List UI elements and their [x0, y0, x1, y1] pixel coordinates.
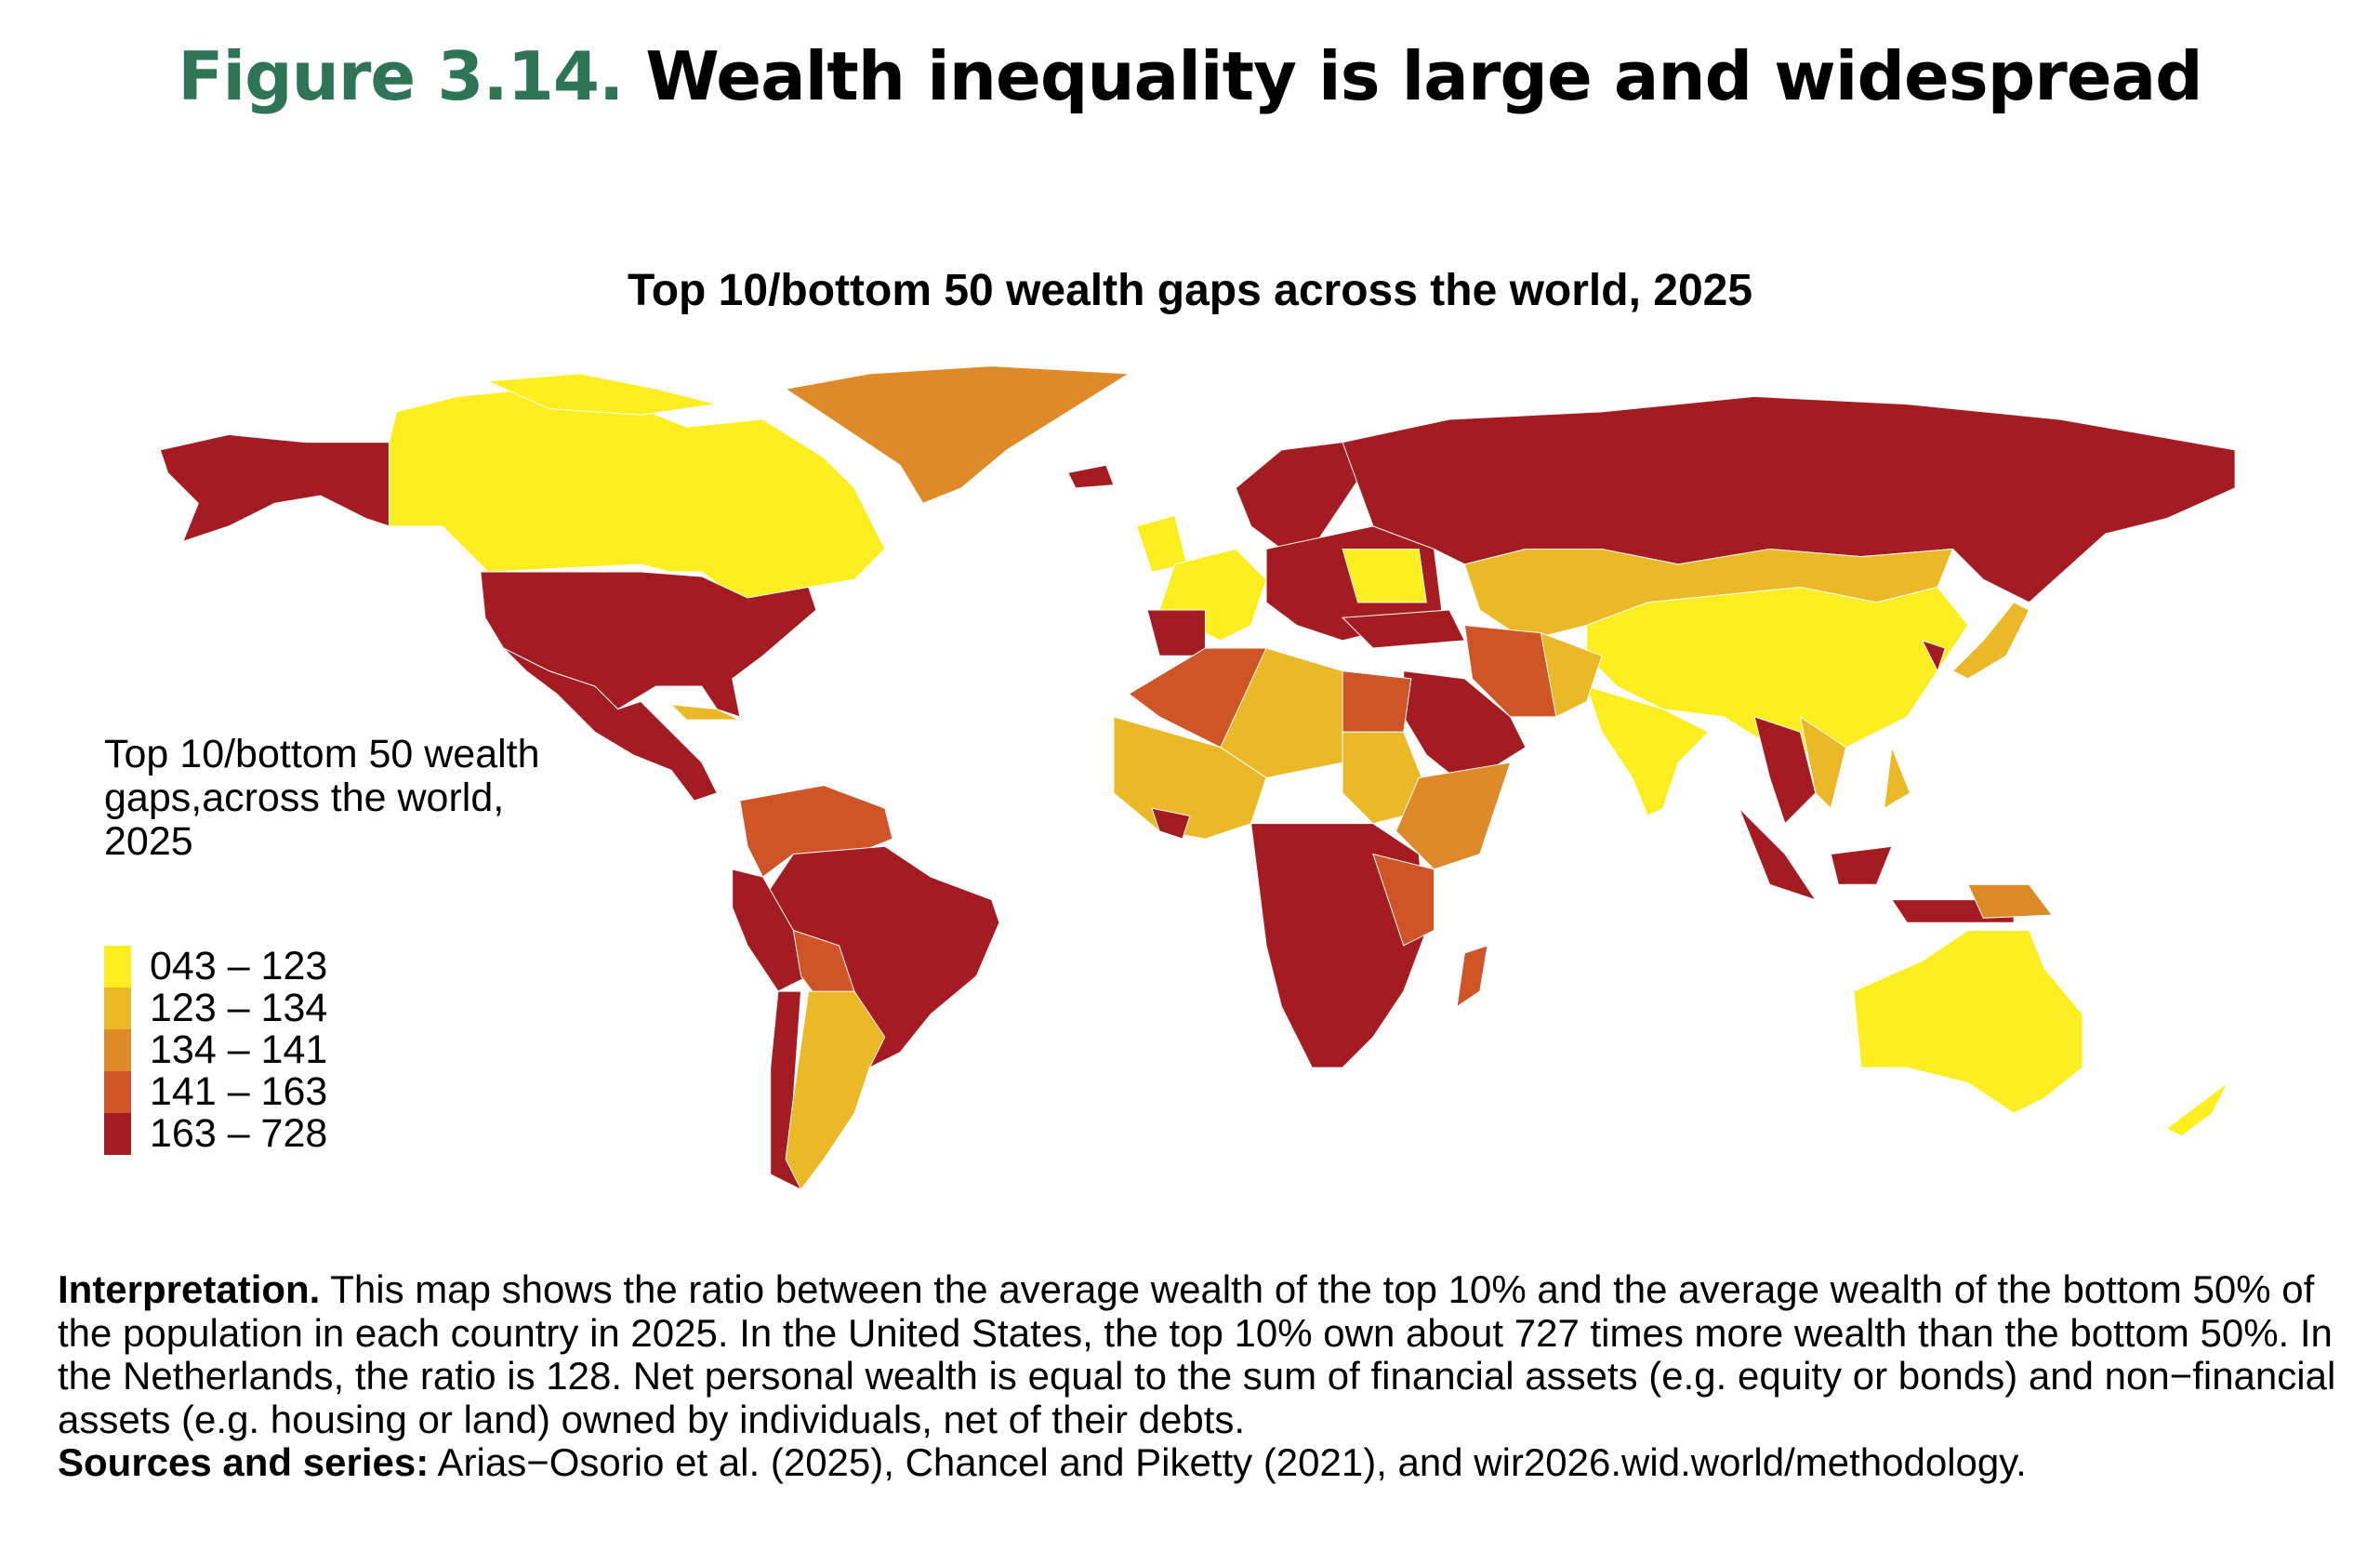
country-region-ivory-coast: [1151, 807, 1191, 840]
country-region-alaska: [159, 433, 390, 543]
legend-label: 043 – 123: [150, 944, 328, 988]
country-region-india: [1585, 685, 1710, 817]
country-region-turkey: [1341, 609, 1466, 649]
country-region-argentina: [785, 990, 886, 1191]
interpretation-text: This map shows the ratio between the ave…: [58, 1267, 2336, 1441]
legend-title: Top 10/bottom 50 wealth gaps,across the …: [104, 732, 540, 864]
legend-swatch: [104, 946, 131, 988]
legend-item: 163 – 728: [104, 1113, 550, 1155]
country-region-ukraine: [1342, 548, 1427, 603]
caption: Interpretation. This map shows the ratio…: [58, 1267, 2345, 1485]
country-region-pakistan-afghanistan: [1540, 631, 1603, 718]
legend-swatch: [104, 1029, 131, 1071]
country-region-sumatra: [1739, 807, 1818, 901]
figure-title: Figure 3.14. Wealth inequality is large …: [0, 37, 2380, 115]
country-region-central-southern-africa: [1250, 823, 1427, 1068]
legend: Top 10/bottom 50 wealth gaps,across the …: [104, 733, 550, 1155]
legend-swatch: [104, 1113, 131, 1155]
legend-label: 123 – 134: [150, 986, 328, 1030]
country-region-greenland: [784, 365, 1130, 504]
legend-label: 163 – 728: [150, 1111, 328, 1156]
sources-text: Arias−Osorio et al. (2025), Chancel and …: [429, 1440, 2027, 1484]
country-region-china: [1586, 586, 1969, 756]
country-region-papua: [1967, 883, 2054, 919]
country-region-iceland: [1066, 464, 1115, 489]
country-region-borneo: [1830, 845, 1893, 885]
legend-item: 141 – 163: [104, 1071, 550, 1113]
country-region-scandinavia: [1235, 442, 1374, 550]
country-region-chile: [770, 990, 802, 1191]
country-region-australia: [1853, 929, 2083, 1114]
sources-label: Sources and series:: [58, 1440, 430, 1484]
country-region-east-africa: [1372, 853, 1435, 947]
country-region-vietnam: [1799, 715, 1847, 810]
legend-label: 134 – 141: [150, 1027, 328, 1072]
country-region-spain: [1146, 609, 1206, 656]
interpretation-label: Interpretation.: [58, 1267, 321, 1311]
legend-swatch: [104, 988, 131, 1029]
country-region-peru: [732, 868, 810, 992]
country-region-thailand: [1753, 716, 1817, 825]
country-region-madagascar: [1456, 945, 1488, 1008]
country-region-arctic-islands: [486, 373, 718, 416]
legend-swatch: [104, 1071, 131, 1113]
legend-item: 043 – 123: [104, 946, 550, 988]
country-region-horn-of-africa: [1395, 762, 1512, 870]
legend-label: 141 – 163: [150, 1069, 328, 1114]
legend-item: 123 – 134: [104, 988, 550, 1029]
map-title: Top 10/bottom 50 wealth gaps across the …: [627, 266, 1753, 315]
legend-item: 134 – 141: [104, 1029, 550, 1071]
country-region-mexico: [503, 647, 718, 802]
country-region-canada: [388, 388, 886, 603]
country-region-sahel: [1220, 647, 1343, 778]
country-region-korea: [1921, 640, 1946, 672]
country-region-cuba: [669, 704, 741, 721]
country-region-japan: [1951, 602, 2030, 680]
country-region-egypt: [1342, 670, 1412, 733]
figure-number: Figure 3.14.: [178, 37, 624, 115]
country-region-philippines: [1884, 747, 1911, 810]
figure-title-text: Wealth inequality is large and widesprea…: [645, 37, 2202, 115]
country-region-new-zealand: [2165, 1082, 2228, 1137]
